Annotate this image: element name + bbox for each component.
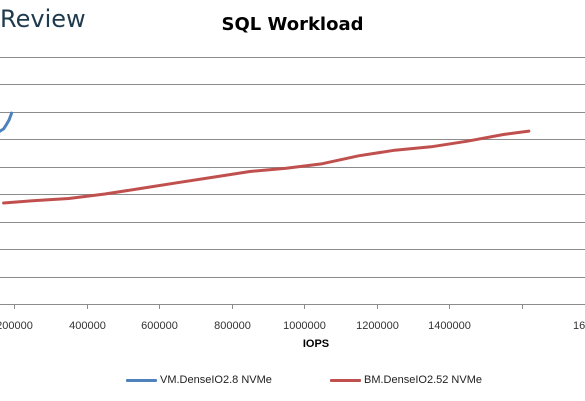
legend-label: VM.DenseIO2.8 NVMe	[160, 374, 272, 386]
legend-item-bm-denseio2-52: BM.DenseIO2.52 NVMe	[330, 371, 482, 389]
gridlines	[0, 57, 585, 278]
x-tick-label: 16	[573, 320, 585, 332]
series-lines	[0, 111, 531, 205]
x-tick-label: 1200000	[356, 320, 399, 332]
x-tick-label: 600000	[141, 320, 178, 332]
series-line-1	[2, 129, 531, 205]
x-axis-label: IOPS	[303, 338, 329, 350]
x-tick-label: 800000	[214, 320, 251, 332]
legend-label: BM.DenseIO2.52 NVMe	[364, 374, 482, 386]
x-tick-label: 200000	[0, 320, 33, 332]
legend-item-vm-denseio2-8: VM.DenseIO2.8 NVMe	[126, 371, 272, 389]
x-tick-label: 1400000	[428, 320, 471, 332]
legend: VM.DenseIO2.8 NVMe BM.DenseIO2.52 NVMe	[0, 371, 585, 389]
legend-swatch	[330, 378, 361, 382]
x-tick-label: 400000	[69, 320, 106, 332]
brand-logo-text: Review	[0, 5, 86, 33]
legend-swatch	[126, 378, 157, 382]
x-axis-ticks: 200000 400000 600000 800000 1000000 1200000 14…	[0, 304, 585, 332]
x-tick-label: 1000000	[283, 320, 326, 332]
chart-title: SQL Workload	[221, 14, 364, 35]
series-line-0	[0, 111, 14, 133]
